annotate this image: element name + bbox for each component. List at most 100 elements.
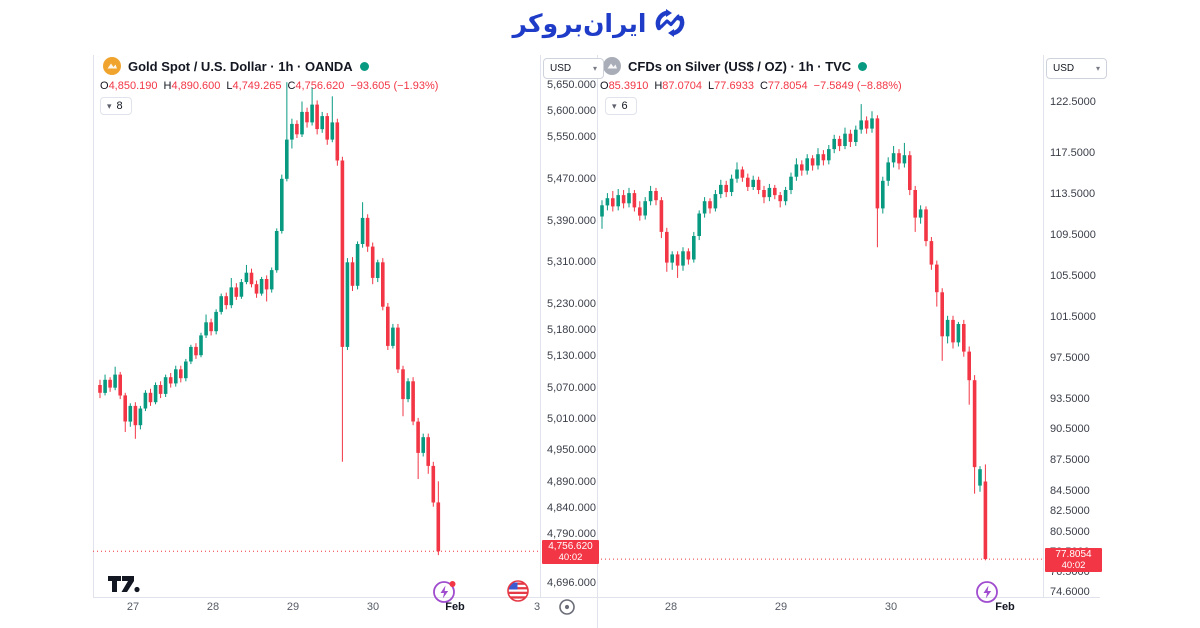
candle-body bbox=[854, 129, 858, 142]
price-tick-label: 74.6000 bbox=[1050, 586, 1090, 598]
gold-coin-icon bbox=[103, 57, 121, 75]
gold-price-chart[interactable] bbox=[93, 55, 540, 597]
candle-body bbox=[972, 380, 977, 468]
candle-body bbox=[611, 198, 615, 207]
candle-body bbox=[783, 190, 788, 202]
candle-body bbox=[320, 116, 324, 130]
chevron-down-icon: ▾ bbox=[1095, 64, 1100, 73]
candle-body bbox=[702, 201, 707, 214]
chevron-down-icon: ▾ bbox=[107, 100, 112, 111]
close-label: C bbox=[287, 80, 296, 92]
candle-body bbox=[643, 201, 647, 216]
candle-body bbox=[767, 187, 772, 198]
silver-currency-selector[interactable]: USD ▾ bbox=[1046, 58, 1107, 79]
price-tick-label: 122.5000 bbox=[1050, 96, 1096, 108]
candle-body bbox=[735, 169, 739, 179]
open-label: O bbox=[100, 80, 109, 92]
lightning-events-icon[interactable] bbox=[975, 579, 1000, 604]
candle-body bbox=[908, 155, 912, 190]
candle-body bbox=[168, 377, 173, 384]
candle-body bbox=[648, 191, 653, 202]
tradingview-logo[interactable] bbox=[107, 573, 143, 595]
silver-price-chart[interactable] bbox=[597, 55, 1043, 597]
silver-coin-icon bbox=[603, 57, 621, 75]
candle-body bbox=[98, 385, 102, 393]
candle-body bbox=[391, 327, 395, 346]
candle-body bbox=[163, 377, 168, 394]
silver-indicators-dropdown[interactable]: ▾ 6 bbox=[605, 97, 637, 115]
candle-body bbox=[274, 231, 279, 271]
candle-body bbox=[184, 361, 188, 379]
open-value: 4,850.190 bbox=[108, 80, 158, 92]
candle-body bbox=[148, 392, 153, 403]
candle-body bbox=[219, 296, 223, 312]
candle-body bbox=[264, 279, 269, 290]
circle-dot-icon[interactable] bbox=[558, 598, 576, 616]
candle-body bbox=[897, 153, 901, 164]
candle-body bbox=[406, 381, 410, 400]
bar-countdown: 40:02 bbox=[1061, 560, 1086, 571]
candle-body bbox=[859, 120, 863, 130]
silver-axis-border bbox=[1043, 55, 1044, 597]
chevron-down-icon: ▾ bbox=[592, 64, 597, 73]
candle-body bbox=[345, 262, 350, 347]
candle-body bbox=[179, 369, 183, 379]
gold-symbol-title[interactable]: Gold Spot / U.S. Dollar · 1h · OANDA bbox=[128, 58, 353, 74]
gold-last-price-tag: 4,756.620 40:02 bbox=[542, 540, 599, 564]
candle-body bbox=[670, 254, 674, 263]
price-tick-label: 93.5000 bbox=[1050, 393, 1090, 405]
candle-body bbox=[290, 123, 294, 140]
candle-body bbox=[929, 241, 934, 265]
candle-body bbox=[199, 335, 203, 356]
candle-body bbox=[244, 272, 249, 283]
candle-body bbox=[805, 158, 809, 171]
candle-body bbox=[340, 160, 345, 347]
price-tick-label: 4,790.000 bbox=[547, 528, 596, 540]
price-tick-label: 5,470.000 bbox=[547, 173, 596, 185]
price-tick-label: 105.5000 bbox=[1050, 270, 1096, 282]
market-open-dot bbox=[359, 61, 369, 71]
lightning-events-icon[interactable] bbox=[432, 579, 457, 604]
brand-logo: ایران‌بروکر bbox=[0, 7, 1200, 39]
candle-body bbox=[665, 231, 669, 263]
price-tick-label: 97.5000 bbox=[1050, 352, 1090, 364]
gold-currency-selector[interactable]: USD ▾ bbox=[543, 58, 604, 79]
candle-body bbox=[913, 190, 917, 218]
price-tick-label: 5,310.000 bbox=[547, 256, 596, 268]
indicators-count: 6 bbox=[621, 100, 628, 112]
candle-body bbox=[113, 374, 117, 388]
panel-divider bbox=[597, 55, 598, 628]
price-tick-label: 87.5000 bbox=[1050, 454, 1090, 466]
candle-body bbox=[295, 123, 299, 135]
close-value: 4,756.620 bbox=[295, 80, 345, 92]
price-tick-label: 113.5000 bbox=[1050, 188, 1096, 200]
candle-body bbox=[416, 421, 420, 453]
time-tick-label: 28 bbox=[206, 601, 220, 613]
candle-body bbox=[935, 264, 939, 293]
gold-chart-header: Gold Spot / U.S. Dollar · 1h · OANDA bbox=[103, 57, 369, 75]
gold-indicators-dropdown[interactable]: ▾ 8 bbox=[100, 97, 132, 115]
candle-body bbox=[118, 374, 122, 396]
silver-symbol-title[interactable]: CFDs on Silver (US$ / OZ) · 1h · TVC bbox=[628, 58, 852, 74]
candle-body bbox=[713, 194, 718, 209]
candle-body bbox=[189, 346, 193, 362]
change-value: −7.5849 (−8.88%) bbox=[813, 80, 902, 92]
open-label: O bbox=[600, 80, 609, 92]
market-open-dot bbox=[858, 61, 868, 71]
time-tick-label: 30 bbox=[366, 601, 380, 613]
candle-body bbox=[123, 395, 127, 422]
candle-body bbox=[918, 209, 923, 218]
time-tick-label: Feb bbox=[995, 601, 1015, 613]
us-flag-icon[interactable] bbox=[506, 579, 530, 603]
candle-body bbox=[426, 437, 430, 466]
price-tick-label: 84.5000 bbox=[1050, 485, 1090, 497]
price-tick-label: 5,550.000 bbox=[547, 131, 596, 143]
candle-body bbox=[881, 180, 885, 209]
candle-body bbox=[983, 481, 988, 560]
candle-body bbox=[924, 209, 928, 242]
candle-body bbox=[891, 153, 896, 163]
candle-body bbox=[396, 327, 400, 370]
candle-body bbox=[158, 385, 163, 394]
low-label: L bbox=[708, 80, 715, 92]
candle-body bbox=[794, 164, 799, 177]
